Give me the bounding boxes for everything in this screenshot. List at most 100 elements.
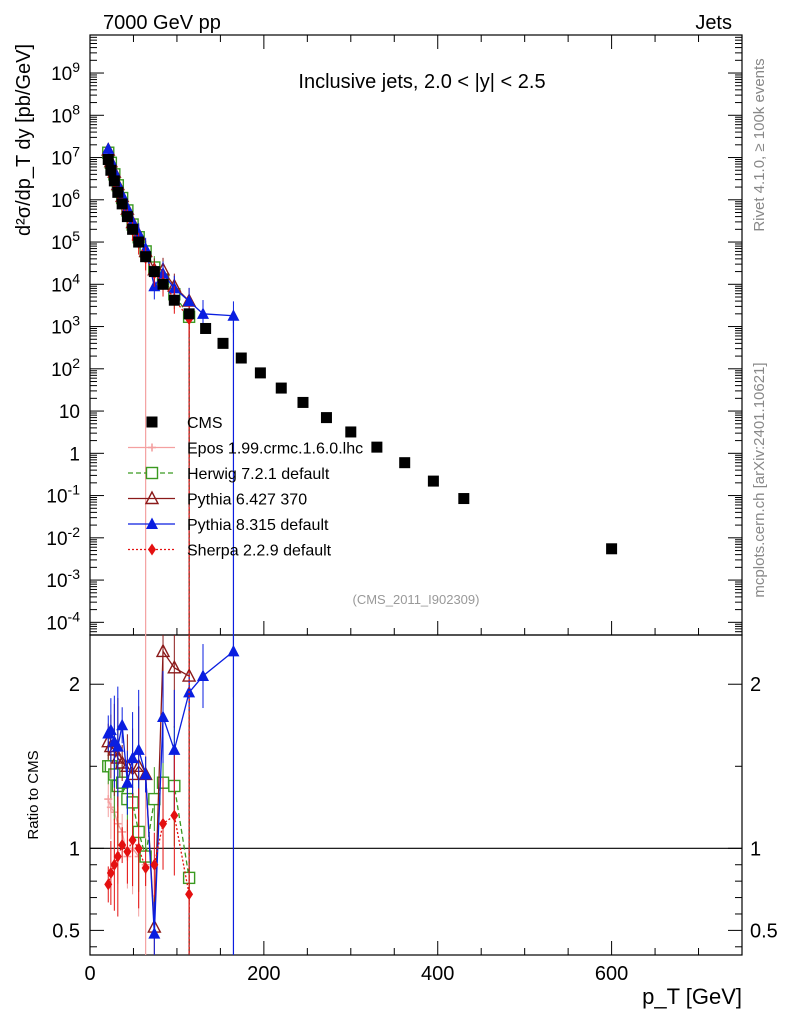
y-tick-label: 104 <box>51 270 80 296</box>
legend-label: Herwig 7.2.1 default <box>187 466 330 483</box>
legend-marker <box>144 490 160 505</box>
ratio-tick-label: 0.5 <box>52 920 80 942</box>
y-tick-label: 102 <box>51 355 80 381</box>
ratio-point <box>113 850 122 863</box>
ratio-point <box>170 809 179 822</box>
ratio-point <box>157 710 170 723</box>
cms-data-point <box>345 426 357 438</box>
legend-entry: Pythia 6.427 370 <box>128 490 307 509</box>
cms-data-point <box>427 475 439 487</box>
data-point <box>227 309 240 321</box>
y-tick-label: 107 <box>51 144 80 170</box>
data-point <box>102 142 115 154</box>
ratio-point <box>185 888 194 901</box>
cms-data-point <box>183 308 195 320</box>
cms-data-point <box>116 198 128 210</box>
header-observable-label: Jets <box>695 12 732 34</box>
ratio-panel-frame <box>89 634 743 956</box>
ratio-point <box>134 842 143 855</box>
cms-data-point <box>606 543 618 555</box>
legend-label: Epos 1.99.crmc.1.6.0.lhc <box>187 441 363 458</box>
ratio-point <box>126 751 139 764</box>
ratio-tick-label-right: 2 <box>750 674 761 696</box>
cms-data-point <box>200 322 212 334</box>
series-cms <box>102 153 618 555</box>
ratio-tick-label-right: 1 <box>750 838 761 860</box>
cms-data-point <box>168 294 180 306</box>
ratio-point <box>116 718 129 731</box>
ratio-point <box>148 927 161 939</box>
ratio-point <box>197 669 210 682</box>
ratio-point <box>106 803 115 812</box>
mcplots-credit-label: mcplots.cern.ch [arXiv:2401.10621] <box>751 362 768 597</box>
rivet-version-label: Rivet 4.1.0, ≥ 100k events <box>751 58 768 231</box>
cms-data-point <box>102 153 114 165</box>
legend: CMS Epos 1.99.crmc.1.6.0.lhc Herwig 7.2.1 … <box>128 415 363 560</box>
data-point <box>197 307 210 319</box>
cms-data-point <box>105 164 117 176</box>
ratio-point <box>159 817 168 830</box>
header-collision-label: 7000 GeV pp <box>103 12 221 34</box>
cms-data-point <box>371 441 383 453</box>
y-tick-label: 106 <box>51 186 80 212</box>
ratio-point <box>121 776 134 788</box>
cms-data-point <box>399 457 411 469</box>
cms-data-point <box>254 367 266 379</box>
x-axis-label: p_T [GeV] <box>642 984 742 1009</box>
cms-data-point <box>157 278 169 290</box>
data-point <box>183 294 196 307</box>
cms-data-point <box>458 493 470 505</box>
y-tick-label: 10-2 <box>46 524 80 550</box>
cms-data-point <box>108 175 120 187</box>
ratio-point <box>132 743 145 755</box>
y-tick-label: 10-1 <box>46 482 80 508</box>
y-axis-label: d²σ/dp_T dy [pb/GeV] <box>13 44 35 236</box>
ratio-point <box>104 723 117 736</box>
cms-data-point <box>297 396 309 408</box>
cms-data-point <box>112 186 124 198</box>
legend-label: Sherpa 2.2.9 default <box>187 543 332 560</box>
y-tick-label: 109 <box>51 59 80 85</box>
legend-label: Pythia 8.315 default <box>187 517 329 534</box>
ratio-point <box>150 858 159 871</box>
cms-data-point <box>320 412 332 424</box>
cms-data-point <box>121 211 133 223</box>
y-tick-label: 1 <box>69 444 80 465</box>
legend-label: CMS <box>187 415 223 432</box>
axes-layer: 0 200 400 60010-410-310-210-111010210310410… <box>46 35 778 985</box>
x-tick-label: 0 <box>84 963 95 985</box>
y-tick-label: 105 <box>51 228 80 254</box>
cms-data-point <box>275 382 287 394</box>
y-tick-label: 10-3 <box>46 566 80 592</box>
legend-entry: CMS <box>146 415 223 432</box>
cms-data-point <box>127 223 139 235</box>
legend-label: Pythia 6.427 370 <box>187 492 307 509</box>
x-tick-label: 200 <box>247 963 280 985</box>
legend-entry: Herwig 7.2.1 default <box>128 466 330 483</box>
ratio-tick-label: 1 <box>69 838 80 860</box>
legend-entry: Pythia 8.315 default <box>128 517 329 534</box>
ratio-point <box>155 643 171 658</box>
ratio-point <box>110 858 119 871</box>
y-tick-label: 103 <box>51 313 80 339</box>
legend-entry: Sherpa 2.2.9 default <box>128 543 332 560</box>
y-tick-label: 10-4 <box>46 608 80 634</box>
ratio-tick-label: 2 <box>69 674 80 696</box>
cms-data-point <box>148 266 160 278</box>
series-layer <box>101 142 618 955</box>
legend-marker <box>146 517 158 529</box>
legend-entry: Epos 1.99.crmc.1.6.0.lhc <box>128 441 363 458</box>
x-tick-label: 400 <box>421 963 454 985</box>
ratio-point <box>104 878 113 891</box>
ratio-point <box>167 659 182 674</box>
ratio-point <box>106 866 115 879</box>
ratio-point <box>141 862 150 875</box>
x-tick-label: 600 <box>595 963 628 985</box>
y-tick-label: 108 <box>51 101 80 127</box>
legend-marker <box>148 443 156 452</box>
legend-marker <box>146 416 158 428</box>
legend-marker <box>148 543 156 556</box>
cms-data-point <box>140 251 152 263</box>
cms-data-point <box>217 337 229 349</box>
